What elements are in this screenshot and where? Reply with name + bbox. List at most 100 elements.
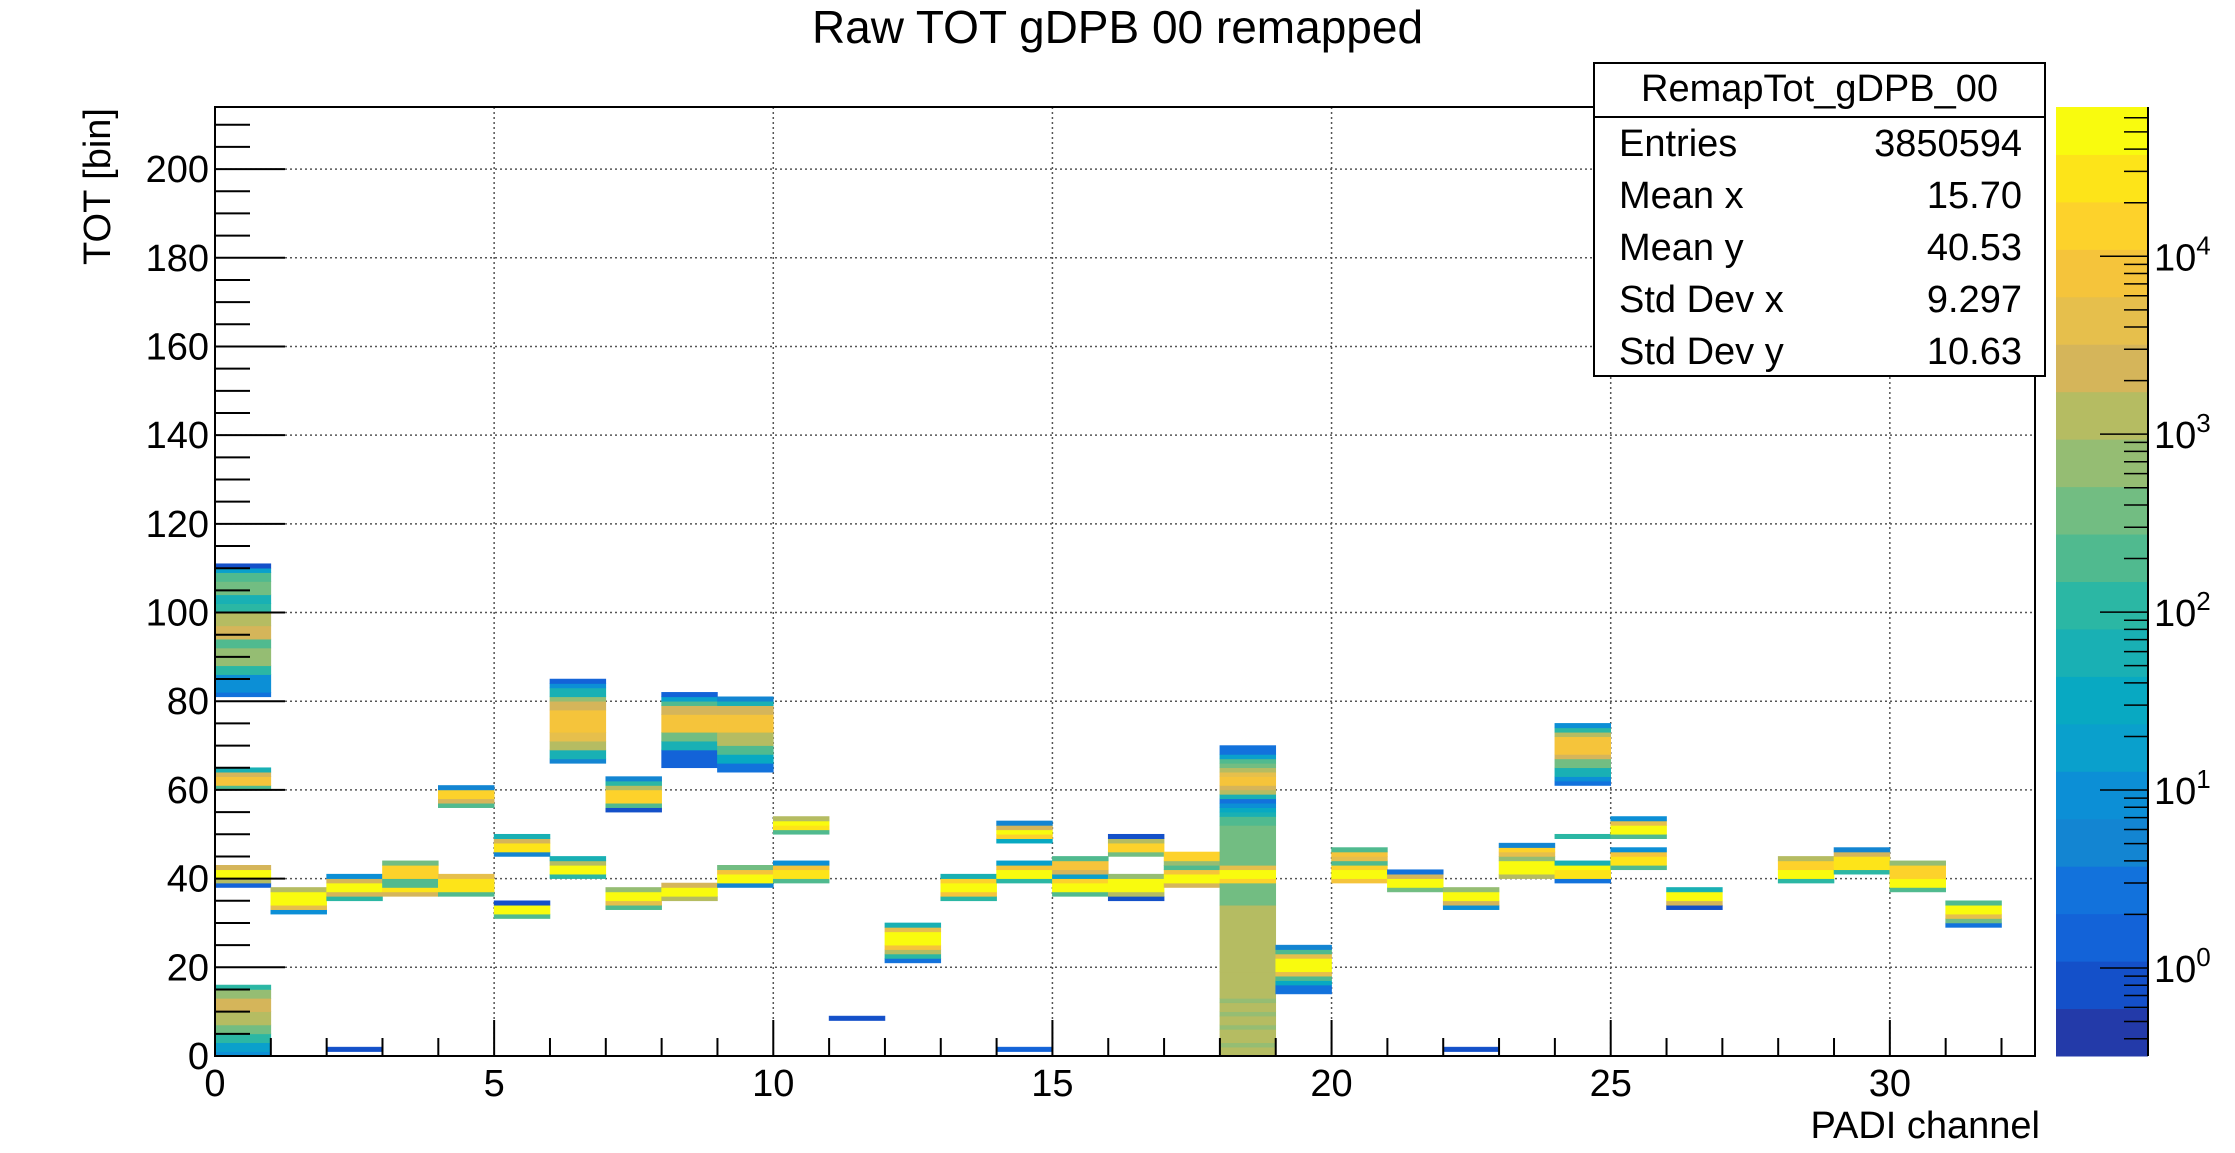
heatmap-cell	[884, 953, 942, 959]
heatmap-cell	[772, 869, 830, 879]
heatmap-cell	[214, 989, 272, 999]
heatmap-cell	[438, 798, 495, 804]
heatmap-cell	[1777, 860, 1835, 871]
heatmap-cell	[996, 865, 1053, 871]
heatmap-cell	[605, 789, 662, 804]
heatmap-cell	[1219, 745, 1277, 755]
stats-row-std-y: Std Dev y 10.63	[1595, 326, 2044, 378]
heatmap-cell	[1610, 833, 1667, 840]
heatmap-cell	[1052, 891, 1109, 897]
heatmap-cell	[661, 749, 718, 769]
heatmap-cell	[1331, 856, 1388, 862]
heatmap-cell	[1219, 798, 1277, 804]
heatmap-cell	[326, 1046, 383, 1052]
heatmap-cell	[661, 896, 718, 902]
heatmap-cell	[1666, 904, 1723, 910]
heatmap-cell	[717, 882, 774, 888]
heatmap-cell	[1052, 873, 1109, 879]
heatmap-cell	[661, 705, 718, 715]
heatmap-cell	[1219, 754, 1277, 760]
x-tick-label: 5	[484, 1063, 505, 1105]
heatmap-cell	[717, 714, 774, 733]
heatmap-cell	[438, 785, 495, 791]
palette-tick-label: 100	[2154, 942, 2211, 991]
heatmap-cell	[1554, 731, 1612, 738]
heatmap-cell	[214, 869, 272, 879]
heatmap-cell	[1442, 891, 1500, 902]
heatmap-cell	[382, 860, 439, 866]
heatmap-cell	[996, 838, 1053, 844]
stats-label: Mean x	[1619, 175, 1744, 217]
heatmap-cell	[214, 625, 272, 640]
heatmap-cell	[1554, 736, 1612, 755]
y-tick-label: 140	[146, 415, 209, 457]
heatmap-cell	[1777, 869, 1835, 879]
heatmap-cell	[549, 749, 607, 760]
heatmap-cell	[772, 816, 830, 822]
heatmap-cell	[1945, 900, 2002, 906]
x-tick-label: 10	[752, 1063, 794, 1105]
heatmap-cell	[1387, 887, 1444, 893]
heatmap-cell	[661, 696, 718, 702]
heatmap-cell	[214, 603, 272, 613]
heatmap-cell	[382, 865, 439, 879]
heatmap-cell	[717, 700, 774, 706]
heatmap-cell	[1498, 847, 1556, 853]
heatmap-cell	[1163, 873, 1221, 884]
x-axis-title: PADI channel	[1810, 1105, 2040, 1147]
heatmap-cell	[214, 612, 272, 627]
y-tick-label: 40	[167, 859, 209, 901]
heatmap-cell	[1219, 865, 1277, 871]
heatmap-cell	[772, 820, 830, 826]
x-tick-label: 15	[1031, 1063, 1073, 1105]
heatmap-cell	[1275, 944, 1332, 950]
heatmap-cell	[326, 896, 383, 902]
y-tick-label: 0	[188, 1036, 209, 1078]
heatmap-cell	[1219, 789, 1277, 795]
heatmap-cell	[1219, 1024, 1277, 1030]
heatmap-cell	[493, 842, 551, 853]
heatmap-cell	[661, 740, 718, 751]
heatmap-cell	[1889, 887, 1946, 893]
heatmap-cell	[1163, 865, 1221, 871]
heatmap-cell	[1610, 825, 1667, 835]
heatmap-cell	[214, 665, 272, 675]
heatmap-cell	[605, 776, 662, 782]
y-tick-label: 20	[167, 947, 209, 989]
heatmap-cell	[996, 869, 1053, 879]
heatmap-cell	[1219, 767, 1277, 773]
heatmap-cell	[1107, 838, 1165, 844]
heatmap-cell	[884, 931, 942, 946]
heatmap-cell	[493, 913, 551, 919]
y-tick-label: 180	[146, 238, 209, 280]
heatmap-cell	[382, 878, 439, 888]
heatmap-cell	[1387, 869, 1444, 875]
heatmap-cell	[605, 900, 662, 906]
heatmap-cell	[605, 904, 662, 910]
heatmap-cell	[1554, 754, 1612, 760]
stats-row-mean-x: Mean x 15.70	[1595, 170, 2044, 222]
heatmap-cell	[1219, 785, 1277, 791]
heatmap-cell	[996, 825, 1053, 831]
heatmap-cell	[438, 891, 495, 897]
heatmap-cell	[1107, 878, 1165, 893]
heatmap-cell	[1610, 820, 1667, 826]
heatmap-cell	[438, 873, 495, 879]
heatmap-cell	[1554, 833, 1612, 840]
palette-band	[2056, 818, 2148, 867]
heatmap-cell	[996, 860, 1053, 866]
heatmap-cell	[549, 683, 607, 689]
y-tick-label: 80	[167, 681, 209, 723]
heatmap-cell	[1889, 878, 1946, 888]
heatmap-cell	[661, 882, 718, 888]
heatmap-cell	[661, 887, 718, 897]
heatmap-cell	[1219, 1042, 1277, 1048]
heatmap-cell	[1442, 904, 1500, 910]
heatmap-cell	[214, 776, 272, 786]
palette-band	[2056, 154, 2148, 203]
stats-label: Entries	[1619, 123, 1738, 165]
heatmap-cell	[1107, 842, 1165, 853]
stats-row-mean-y: Mean y 40.53	[1595, 222, 2044, 274]
heatmap-cell	[717, 763, 774, 773]
heatmap-cell	[1945, 918, 2002, 924]
